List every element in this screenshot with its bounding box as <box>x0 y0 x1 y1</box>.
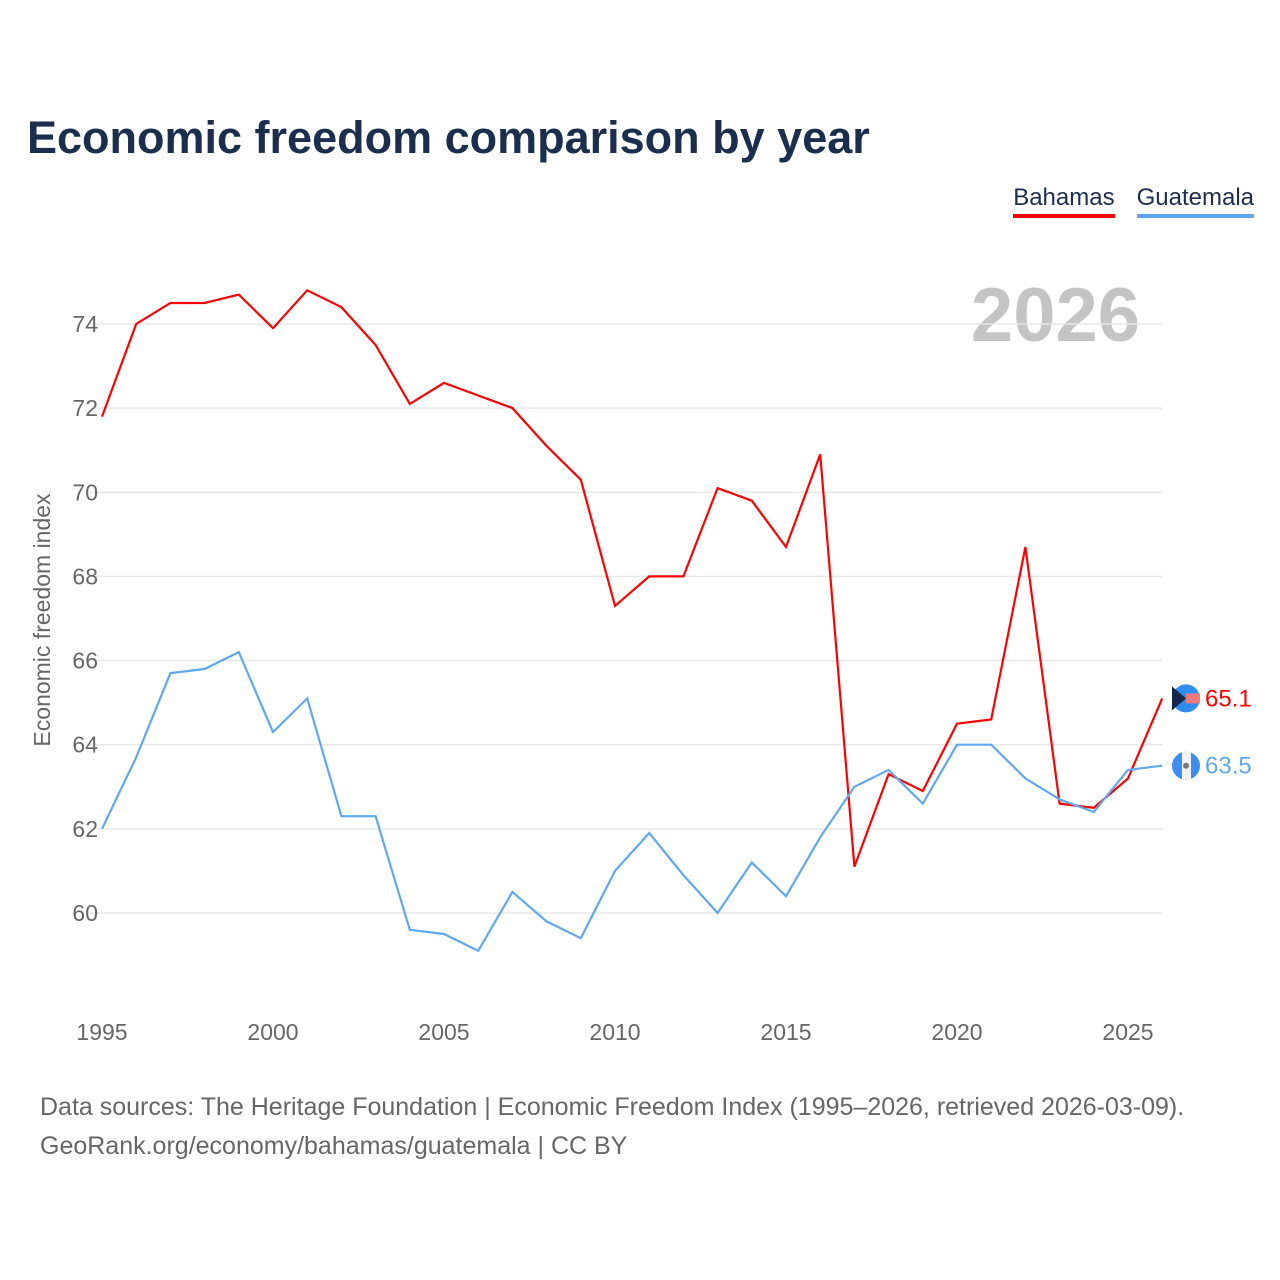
y-tick-label: 74 <box>72 311 98 337</box>
y-tick-label: 62 <box>72 816 98 842</box>
chart-title: Economic freedom comparison by year <box>27 112 870 163</box>
x-tick-label: 2015 <box>760 1019 811 1045</box>
x-tick-label: 2010 <box>589 1019 640 1045</box>
source-note: Data sources: The Heritage Foundation | … <box>40 1088 1184 1166</box>
y-tick-label: 66 <box>72 648 98 674</box>
flag-emblem <box>1183 762 1189 769</box>
legend-item-bahamas[interactable]: Bahamas <box>1013 184 1115 218</box>
y-tick-label: 72 <box>72 395 98 421</box>
series-line-bahamas <box>100 288 1164 868</box>
flag-triangle <box>1172 686 1186 711</box>
x-tick-label: 2000 <box>247 1019 298 1045</box>
y-tick-label: 60 <box>72 900 98 926</box>
y-tick-label: 70 <box>72 479 98 505</box>
source-link[interactable]: GeoRank.org/economy/bahamas/guatemala | … <box>40 1132 628 1160</box>
x-tick-label: 2005 <box>418 1019 469 1045</box>
year-watermark: 2026 <box>971 273 1140 358</box>
x-tick-label: 2025 <box>1102 1019 1153 1045</box>
source-line: Data sources: The Heritage Foundation | … <box>40 1093 1185 1121</box>
y-axis-label: Economic freedom index <box>29 493 55 747</box>
y-tick-label: 68 <box>72 563 98 589</box>
flag-stripe <box>1186 693 1200 704</box>
x-tick-label: 1995 <box>76 1019 127 1045</box>
legend-item-guatemala[interactable]: Guatemala <box>1136 184 1254 218</box>
end-value-label: 65.1 <box>1205 685 1252 712</box>
legend: Bahamas Guatemala <box>1013 184 1254 218</box>
y-tick-label: 64 <box>72 732 98 758</box>
end-value-label: 63.5 <box>1205 753 1252 780</box>
x-tick-label: 2020 <box>931 1019 982 1045</box>
series-line-guatemala <box>101 650 1163 953</box>
